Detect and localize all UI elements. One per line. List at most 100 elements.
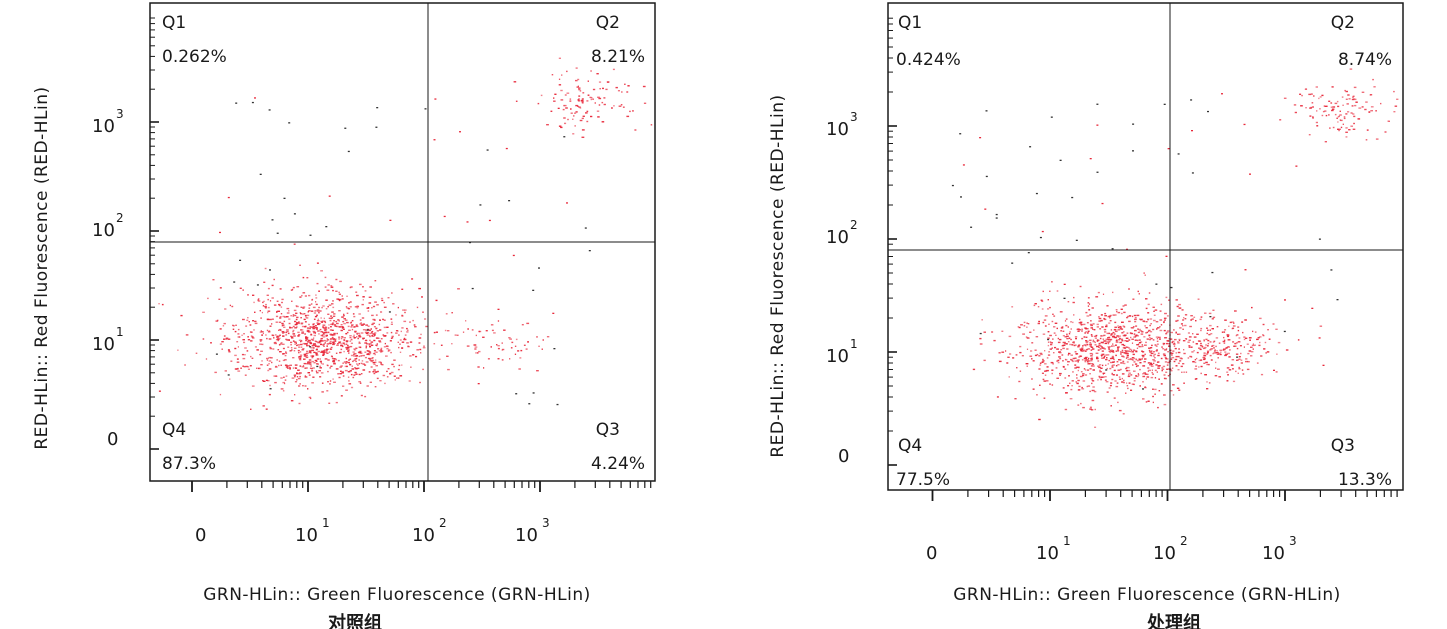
event-dot — [299, 375, 301, 378]
event-dot — [353, 359, 356, 362]
event-dot — [1236, 334, 1239, 336]
event-dot — [577, 100, 581, 102]
event-dot — [1113, 397, 1116, 399]
event-dot — [358, 313, 361, 315]
event-dot — [1191, 130, 1193, 132]
event-dot — [324, 329, 327, 331]
event-dot — [1084, 360, 1086, 363]
event-dot — [1342, 123, 1344, 125]
event-dot — [296, 326, 298, 328]
event-dot — [1096, 339, 1099, 341]
event-dot — [325, 352, 329, 354]
event-dot — [1067, 364, 1069, 366]
event-dot — [365, 361, 369, 363]
event-dot — [306, 317, 309, 319]
event-dot — [1215, 345, 1217, 348]
event-dot — [332, 378, 334, 380]
event-dot — [493, 332, 496, 334]
event-dot — [265, 303, 267, 306]
event-dot — [321, 321, 324, 323]
event-dot — [280, 364, 282, 366]
event-dot — [1182, 319, 1185, 321]
event-dot — [1153, 357, 1156, 359]
event-dot — [1071, 196, 1074, 199]
event-dot — [397, 341, 399, 343]
event-dot — [227, 338, 231, 340]
quadrant-q2-percent: 8.21% — [591, 47, 645, 67]
event-dot — [1195, 365, 1198, 367]
event-dot — [1170, 358, 1173, 360]
event-dot — [318, 333, 320, 335]
event-dot — [486, 149, 489, 151]
event-dot — [1111, 355, 1114, 358]
event-dot — [238, 336, 241, 338]
event-dot — [358, 336, 362, 338]
event-dot — [1250, 346, 1253, 348]
event-dot — [471, 329, 474, 331]
event-dot — [565, 107, 568, 109]
event-dot — [558, 78, 561, 80]
event-dot — [1001, 330, 1004, 332]
event-dot — [1115, 350, 1118, 352]
event-dot — [1130, 336, 1132, 339]
event-dot — [267, 306, 270, 309]
event-dot — [1128, 315, 1132, 317]
event-dot — [612, 68, 615, 71]
event-dot — [1221, 331, 1224, 333]
event-dot — [1164, 377, 1167, 380]
event-dot — [386, 326, 389, 328]
event-dot — [384, 335, 387, 337]
event-dot — [1040, 353, 1043, 356]
event-dot — [519, 357, 522, 359]
event-dot — [476, 352, 479, 354]
event-dot — [315, 370, 318, 372]
event-dot — [1156, 328, 1158, 330]
event-dot — [1074, 360, 1078, 362]
event-dot — [1211, 345, 1213, 347]
event-dot — [284, 359, 287, 361]
event-dot — [1044, 363, 1047, 365]
event-dot — [1128, 374, 1130, 376]
event-dot — [321, 391, 324, 393]
event-dot — [301, 331, 305, 333]
event-dot — [269, 384, 271, 387]
event-dot — [325, 340, 328, 342]
event-dot — [315, 352, 318, 354]
event-dot — [331, 334, 334, 336]
event-dot — [332, 322, 335, 324]
event-dot — [1133, 333, 1136, 335]
event-dot — [1258, 344, 1261, 347]
event-dot — [420, 352, 422, 354]
event-dot — [1216, 351, 1219, 354]
event-dot — [361, 317, 365, 319]
event-dot — [1014, 398, 1017, 400]
event-dot — [354, 337, 356, 339]
event-dot — [409, 321, 411, 323]
event-dot — [1086, 385, 1088, 388]
event-dot — [1338, 128, 1341, 130]
event-dot — [1117, 311, 1121, 314]
event-dot — [329, 338, 332, 340]
event-dot — [575, 79, 578, 82]
event-dot — [1121, 343, 1124, 346]
event-dot — [267, 298, 269, 301]
event-dot — [438, 358, 441, 360]
event-dot — [1353, 115, 1356, 118]
event-dot — [275, 315, 279, 318]
event-dot — [1106, 332, 1110, 335]
event-dot — [332, 306, 335, 309]
event-dot — [1072, 357, 1076, 360]
event-dot — [1203, 339, 1205, 341]
event-dot — [1183, 382, 1185, 384]
event-dot — [372, 357, 374, 359]
event-dot — [1242, 373, 1245, 375]
event-dot — [1193, 350, 1195, 352]
event-dot — [1166, 358, 1169, 360]
event-dot — [382, 374, 386, 377]
y-tick-exponent-1: 1 — [116, 325, 124, 339]
event-dot — [358, 359, 360, 361]
event-dot — [1088, 357, 1090, 360]
event-dot — [1323, 105, 1325, 107]
event-dot — [1018, 326, 1021, 329]
event-dot — [1039, 384, 1041, 386]
